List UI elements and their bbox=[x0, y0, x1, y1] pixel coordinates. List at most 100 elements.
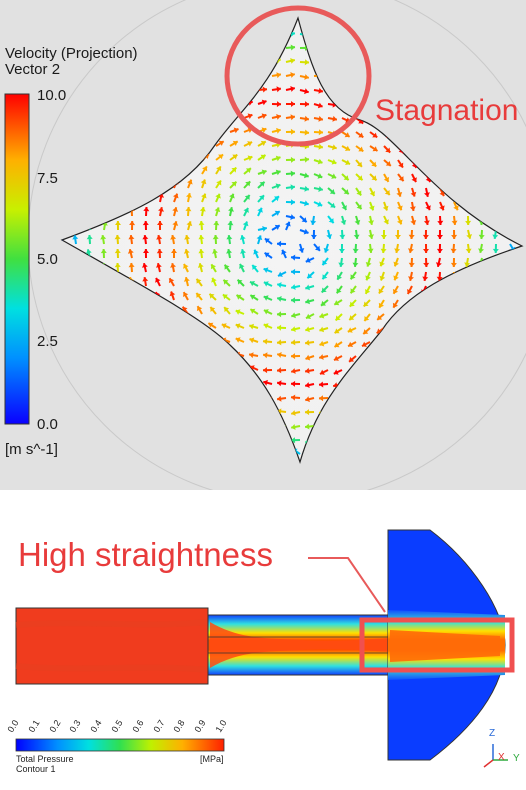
velocity-arrow-head bbox=[237, 279, 243, 285]
velocity-arrow-head bbox=[310, 234, 317, 239]
velocity-arrow-head bbox=[185, 207, 192, 212]
velocity-arrow-head bbox=[332, 115, 337, 122]
velocity-arrow-head bbox=[235, 323, 241, 329]
high-straightness-label: High straightness bbox=[18, 536, 273, 573]
velocity-arrow-head bbox=[385, 147, 391, 153]
velocity-arrow-head bbox=[261, 99, 267, 106]
velocity-arrow-head bbox=[216, 166, 222, 172]
velocity-arrow-head bbox=[334, 355, 339, 361]
velocity-arrow-head bbox=[86, 235, 93, 240]
velocity-arrow-head bbox=[498, 34, 504, 40]
velocity-arrow-head bbox=[263, 309, 269, 315]
velocity-arrow-head bbox=[336, 288, 342, 294]
velocity-arrow-head bbox=[378, 302, 384, 308]
velocity-arrow-head bbox=[305, 298, 310, 305]
velocity-arrow-head bbox=[305, 423, 310, 430]
velocity-arrow-head bbox=[368, 220, 374, 225]
velocity-arrow-head bbox=[215, 193, 221, 199]
velocity-arrow bbox=[494, 439, 497, 450]
velocity-arrow-head bbox=[318, 143, 323, 150]
velocity-arrow-head bbox=[249, 365, 255, 371]
velocity-arrow-head bbox=[276, 127, 281, 134]
velocity-arrow-head bbox=[318, 186, 323, 192]
velocity-arrow-head bbox=[222, 294, 228, 300]
velocity-arrow-head bbox=[257, 207, 263, 213]
velocity-arrow-head bbox=[322, 260, 328, 266]
velocity-arrow-head bbox=[304, 115, 309, 122]
legend-tick-2-5: 2.5 bbox=[37, 333, 58, 350]
velocity-arrow-head bbox=[336, 274, 342, 280]
inlet-chamber bbox=[15, 607, 209, 685]
velocity-arrow-head bbox=[331, 159, 337, 165]
velocity-arrow-head bbox=[422, 276, 429, 281]
velocity-arrow-head bbox=[357, 175, 363, 181]
velocity-arrow-head bbox=[231, 181, 237, 187]
velocity-arrow-head bbox=[439, 191, 445, 197]
velocity-arrow-head bbox=[250, 308, 256, 314]
velocity-arrow-head bbox=[245, 168, 251, 174]
velocity-arrow bbox=[145, 18, 148, 21]
velocity-arrow-head bbox=[291, 424, 296, 430]
velocity-arrow-head bbox=[514, 58, 519, 64]
velocity-arrow-head bbox=[263, 338, 268, 345]
velocity-arrow-head bbox=[290, 170, 295, 177]
velocity-arrow-head bbox=[319, 312, 325, 319]
velocity-arrow-head bbox=[319, 395, 324, 402]
velocity-arrow-head bbox=[264, 252, 270, 258]
velocity-arrow-head bbox=[423, 220, 430, 225]
velocity-arrow-head bbox=[210, 264, 216, 270]
velocity-arrow-head bbox=[171, 249, 177, 253]
velocity-arrow-head bbox=[100, 235, 107, 240]
velocity-arrow-head bbox=[332, 144, 337, 151]
velocity-arrow-head bbox=[168, 278, 175, 284]
velocity-arrow-head bbox=[224, 307, 230, 313]
velocity-arrow-head bbox=[128, 235, 135, 240]
pressure-colorbar bbox=[15, 738, 225, 752]
velocity-arrow-head bbox=[276, 86, 281, 93]
velocity-arrow-head bbox=[274, 224, 280, 230]
velocity-arrow-head bbox=[453, 205, 459, 211]
velocity-arrow-head bbox=[436, 276, 443, 281]
velocity-arrow-head bbox=[484, 48, 489, 54]
pressure-contour-plot bbox=[15, 529, 515, 768]
velocity-arrow-head bbox=[306, 313, 311, 319]
velocity-arrow-head bbox=[365, 262, 372, 267]
velocity-arrow-head bbox=[264, 238, 270, 244]
velocity-arrow-head bbox=[291, 326, 296, 332]
velocity-arrow-head bbox=[250, 294, 256, 300]
velocity-arrow-head bbox=[291, 410, 296, 416]
velocity-arrow-head bbox=[365, 275, 371, 281]
axis-y-label: Y bbox=[513, 753, 520, 764]
velocity-arrow-head bbox=[142, 277, 149, 282]
velocity-arrow bbox=[509, 75, 514, 85]
velocity-arrow-head bbox=[396, 192, 403, 197]
velocity-arrow-head bbox=[393, 275, 399, 281]
velocity-arrow bbox=[501, 453, 511, 460]
velocity-arrow-head bbox=[465, 220, 472, 225]
velocity-arrow-head bbox=[492, 248, 499, 253]
velocity-arrow bbox=[494, 47, 497, 58]
velocity-arrow-head bbox=[249, 323, 254, 330]
velocity-arrow-head bbox=[451, 220, 458, 225]
velocity-arrow-head bbox=[232, 154, 238, 160]
velocity-arrow-head bbox=[290, 114, 295, 121]
velocity-arrow-head bbox=[350, 288, 356, 294]
velocity-arrow-head bbox=[469, 21, 475, 27]
velocity-arrow bbox=[62, 18, 69, 21]
velocity-arrow-head bbox=[305, 409, 310, 416]
velocity-arrow-head bbox=[142, 235, 149, 240]
velocity-arrow-head bbox=[214, 207, 221, 213]
velocity-arrow bbox=[503, 411, 511, 420]
velocity-arrow-head bbox=[196, 293, 202, 298]
velocity-arrow-head bbox=[262, 86, 267, 93]
velocity-arrow-head bbox=[383, 219, 389, 225]
velocity-arrow bbox=[62, 33, 72, 37]
velocity-arrow-head bbox=[465, 458, 472, 462]
velocity-arrow-head bbox=[457, 19, 463, 25]
velocity-arrow-head bbox=[223, 279, 229, 285]
velocity-arrow-head bbox=[319, 340, 325, 347]
velocity-arrow-head bbox=[224, 264, 230, 270]
velocity-arrow-head bbox=[276, 101, 281, 108]
velocity-arrow-head bbox=[184, 235, 191, 240]
velocity-arrow-head bbox=[301, 217, 307, 223]
